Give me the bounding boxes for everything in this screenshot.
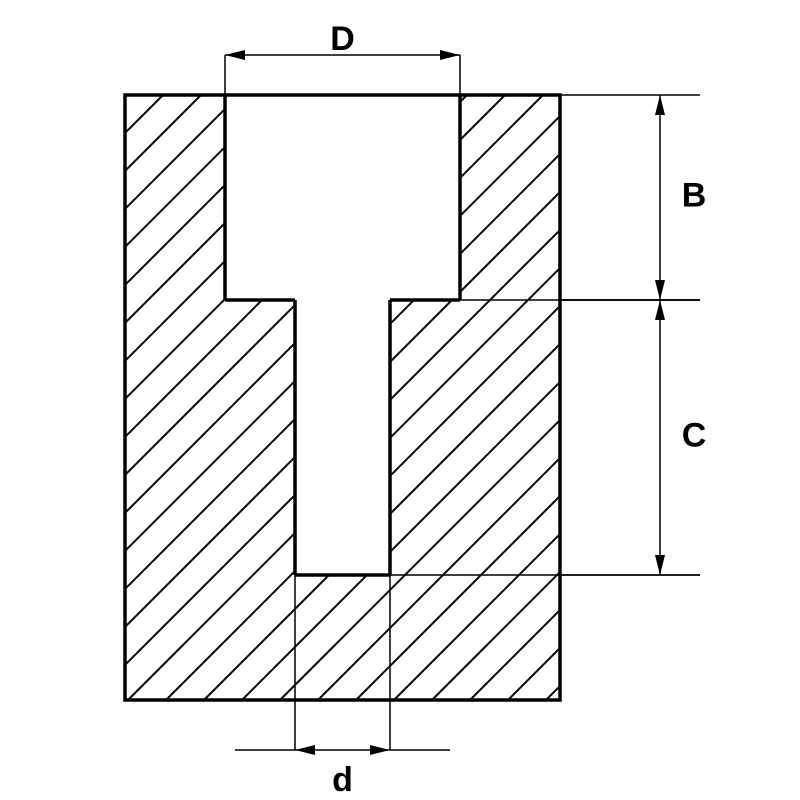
dim-label-d: d bbox=[332, 761, 353, 799]
section-hatching bbox=[0, 95, 800, 700]
dim-label-C: C bbox=[682, 416, 707, 454]
dim-label-D: D bbox=[330, 20, 355, 58]
tech-drawing: Dd B C bbox=[0, 0, 800, 800]
dim-label-B: B bbox=[682, 176, 707, 214]
part-outline bbox=[125, 95, 560, 700]
